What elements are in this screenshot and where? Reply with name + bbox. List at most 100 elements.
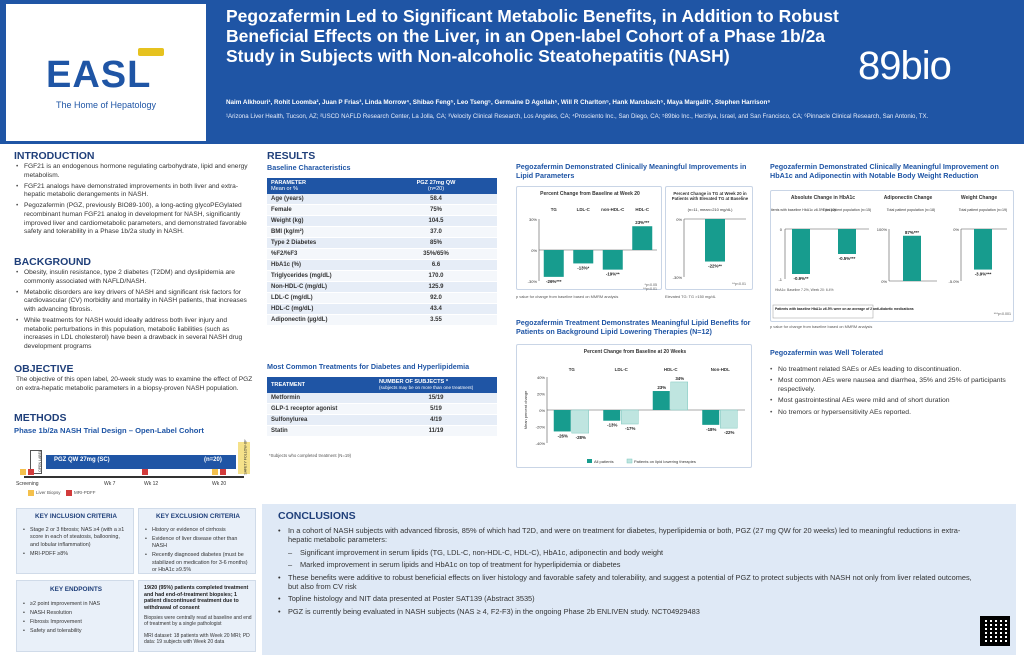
list-item: Topline histology and NIT data presented…	[278, 594, 978, 604]
table-cell: LDL-C (mg/dL)	[267, 292, 375, 304]
list-item: No treatment related SAEs or AEs leading…	[770, 366, 1010, 375]
adiponectin-chart-title: Adiponectin Change	[883, 195, 933, 201]
legend-label: Liver Biopsy	[36, 490, 61, 495]
bar	[720, 409, 738, 429]
bg-lipid-bar-chart: 40% 20% 0% -20% -40% Mean percent change TG -26…	[523, 367, 745, 464]
easl-logo-box: EASL The Home of Hepatology	[6, 4, 206, 141]
hba1c-bar-charts: 0 -1 Patients with baseline HbA1c ≥6.5% (n…	[771, 208, 1011, 319]
list-item: Recently diagnosed diabetes (must be sta…	[145, 552, 253, 574]
x-category-label: TG	[551, 207, 558, 212]
conclusions-list: In a cohort of NASH subjects with advanc…	[278, 526, 978, 619]
table-cell: Metformin	[267, 393, 375, 404]
table-cell: Type 2 Diabetes	[267, 237, 375, 249]
bar	[632, 226, 653, 250]
inclusion-criteria-box: KEY INCLUSION CRITERIA Stage 2 or 3 fibr…	[16, 508, 134, 574]
timeline-label: Wk 12	[144, 481, 159, 487]
data-label: -0.5%***	[839, 256, 856, 261]
hba1c-chart-card: Absolute Change in HbA1c Adiponectin Cha…	[770, 190, 1014, 322]
list-item: FGF21 analogs have demonstrated improvem…	[16, 183, 254, 200]
table-row: Triglycerides (mg/dL) 170.0	[267, 270, 497, 282]
y-tick-label: -5.0%	[949, 279, 960, 284]
table-cell: %F2/%F3	[267, 248, 375, 260]
data-label: -19%**	[606, 272, 620, 277]
table-row: HDL-C (mg/dL) 43.4	[267, 303, 497, 315]
bar	[903, 235, 921, 281]
y-tick-label: 0%	[531, 248, 537, 253]
category-label: Total patient population (n=18)	[887, 208, 935, 212]
tg-chart-title: Percent Change in TG at Week 20 in Patie…	[671, 191, 749, 202]
list-item: Stage 2 or 3 fibrosis; NAS ≥4 (with a ≥1…	[23, 527, 129, 549]
category-label: Total patient population (n=19)	[959, 208, 1007, 212]
table-row: Weight (kg) 104.5	[267, 215, 497, 227]
exclusion-list: History or evidence of cirrhosis Evidenc…	[145, 527, 253, 576]
conclusions-heading: CONCLUSIONS	[278, 510, 356, 522]
objective-heading: OBJECTIVE	[14, 363, 74, 375]
y-axis-label: Mean percent change	[523, 390, 528, 429]
data-label: 34%	[675, 376, 684, 381]
table-header: TREATMENT	[267, 377, 375, 393]
table-header: PGZ 27mg QW (n=20)	[375, 178, 497, 194]
table-cell: 75%	[375, 204, 497, 216]
inclusion-list: Stage 2 or 3 fibrosis; NAS ≥4 (with a ≥1…	[23, 527, 129, 560]
introduction-list: FGF21 is an endogenous hormone regulatin…	[16, 163, 254, 239]
y-tick-label: 0%	[881, 279, 887, 284]
legend-label: Patients on lipid lowering therapies	[634, 459, 696, 464]
safety-follow-up-text: SAFETY FOLLOW-UP	[243, 439, 248, 475]
list-item: Metabolic disorders are key drivers of N…	[16, 289, 254, 315]
table-cell: 170.0	[375, 270, 497, 282]
hba1c-chart-title: Absolute Change in HbA1c	[790, 195, 856, 201]
x-category-label: Non-HDL	[711, 367, 730, 372]
table-cell: 4/19	[375, 414, 497, 426]
y-tick-label: 0%	[539, 408, 545, 413]
bar	[974, 229, 992, 270]
qr-code[interactable]	[980, 616, 1010, 646]
open-label-text: OPEN LABEL	[37, 450, 42, 472]
treatment-arm-n: (n=20)	[204, 457, 222, 463]
background-list: Obesity, insulin resistance, type 2 diab…	[16, 269, 254, 354]
table-row: Adiponectin (µg/dL) 3.55	[267, 314, 497, 326]
timeline-label: Screening	[16, 481, 39, 487]
data-label: -26%	[558, 433, 568, 438]
bar	[621, 409, 639, 425]
completion-dataset-note: MRI dataset: 18 patients with Week 20 MR…	[144, 633, 250, 646]
bg-lipid-panel-title: Pegozafermin Treatment Demonstrates Mean…	[516, 318, 751, 336]
hba1c-chart-note: p value for change from baseline based o…	[770, 324, 873, 329]
safety-title: Pegozafermin was Well Tolerated	[770, 348, 884, 357]
bar	[670, 381, 688, 411]
tg-chart-note: Elevated TG: TG >150 mg/dL	[665, 294, 716, 299]
list-item: Fibrosis Improvement	[23, 619, 129, 627]
list-item: PGZ is currently being evaluated in NASH…	[278, 607, 978, 617]
table-cell: HbA1c (%)	[267, 259, 375, 271]
data-label: 87%***	[905, 230, 919, 235]
legend-swatch	[28, 490, 34, 496]
brand-logo: 89bio	[858, 44, 952, 88]
background-heading: BACKGROUND	[14, 256, 91, 268]
legend-label: All patients	[594, 459, 614, 464]
lipid-chart-card: Percent Change from Baseline at Week 20 …	[516, 186, 662, 291]
legend-swatch	[587, 459, 592, 463]
timeline-label: Wk 7	[104, 481, 116, 487]
category-label: Patients with baseline HbA1c ≥6.5% (n=10…	[771, 208, 836, 212]
list-item: MRI-PDFF ≥8%	[23, 551, 129, 559]
data-label: -18%	[706, 427, 716, 432]
y-tick-label: 30%	[529, 217, 537, 222]
table-cell: 125.9	[375, 281, 497, 293]
list-item: Pegozafermin (PGZ, previously BIO89-100)…	[16, 202, 254, 236]
list-item: Evidence of liver disease other than NAS…	[145, 536, 253, 551]
table-cell: Weight (kg)	[267, 215, 375, 227]
note-box	[772, 304, 874, 319]
treatment-arm-bar	[46, 455, 236, 469]
table-cell: 5/19	[375, 403, 497, 415]
safety-list: No treatment related SAEs or AEs leading…	[770, 366, 1010, 420]
significance-note: ***p<0.001	[994, 312, 1011, 316]
trial-design-diagram: OPEN LABEL PGZ QW 27mg (SC) (n=20) SAFET…	[14, 438, 254, 508]
poster-title: Pegozafermin Led to Significant Metaboli…	[226, 6, 839, 66]
exclusion-title: KEY EXCLUSION CRITERIA	[155, 513, 241, 520]
completion-summary: 19/20 (95%) patients completed treatment…	[144, 585, 249, 611]
table-row: HbA1c (%) 6.6	[267, 259, 497, 271]
legend-swatch	[626, 458, 633, 464]
tg-chart-subtitle: (n=11, mean=210 mg/dL)	[687, 207, 733, 212]
bar	[702, 410, 720, 425]
x-category-label: HDL-C	[635, 207, 649, 212]
table-row: Metformin 15/19	[267, 393, 497, 404]
